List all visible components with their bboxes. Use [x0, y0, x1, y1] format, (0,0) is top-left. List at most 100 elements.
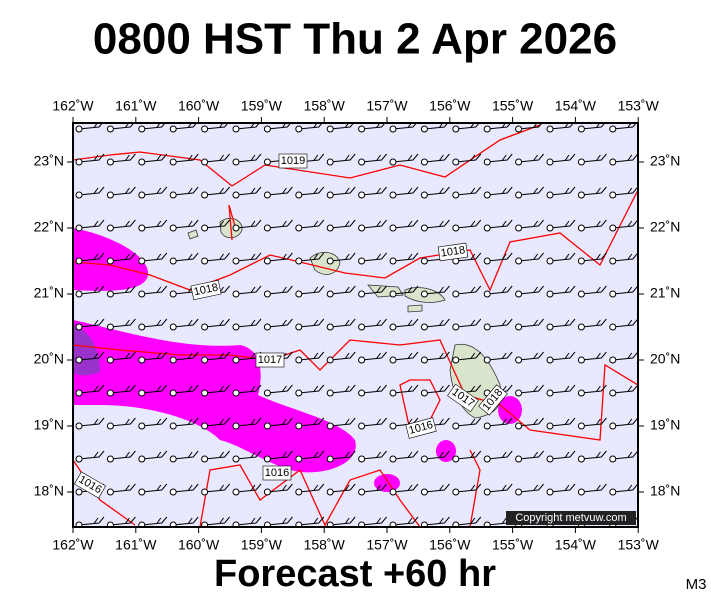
- station: [515, 356, 523, 364]
- wind-barb: [487, 351, 513, 361]
- lon-label: 159˚W: [241, 98, 283, 114]
- isobar-label-box: [255, 352, 285, 368]
- wind-barb: [141, 285, 168, 295]
- wind-barb: [173, 417, 199, 427]
- lon-label: 158˚W: [304, 98, 346, 114]
- station: [75, 422, 83, 430]
- station: [201, 455, 209, 463]
- station: [263, 422, 271, 430]
- lat-label: 18˚N: [650, 483, 680, 499]
- station: [232, 224, 240, 232]
- wind-barb: [361, 285, 387, 295]
- wind-barb: [392, 351, 419, 361]
- wind-barb: [424, 483, 450, 493]
- station: [452, 158, 460, 166]
- wind-barb: [487, 417, 513, 427]
- wind-barb: [392, 186, 419, 196]
- wind-barb: [581, 351, 607, 361]
- wind-barb: [487, 123, 512, 130]
- wind-barb: [518, 483, 544, 493]
- wind-barb: [612, 153, 638, 163]
- station: [326, 422, 334, 430]
- wind-barb: [173, 153, 199, 163]
- map-labels: 162˚W 162˚W 161˚W 161˚W 160˚W 160˚W 159˚W 159˚W…: [34, 98, 681, 553]
- station: [138, 389, 146, 397]
- wind-barb: [298, 483, 325, 493]
- lat-label: 19˚N: [34, 417, 64, 433]
- station: [169, 257, 177, 265]
- station: [609, 158, 617, 166]
- station: [515, 158, 523, 166]
- station: [389, 455, 397, 463]
- station: [295, 389, 303, 397]
- station: [420, 521, 428, 527]
- station: [169, 191, 177, 199]
- wind-barb: [424, 450, 450, 460]
- station: [326, 224, 334, 232]
- wind-barb: [204, 516, 230, 526]
- wind-barb: [110, 483, 136, 493]
- wind-barb: [549, 384, 576, 394]
- isobar-label: 1017: [255, 352, 285, 368]
- wind-barb: [141, 318, 168, 328]
- wind-barb: [455, 483, 482, 493]
- wind-barb: [424, 186, 450, 196]
- station: [358, 224, 366, 232]
- wind-barb: [392, 123, 417, 130]
- wind-barb: [235, 417, 262, 427]
- station: [75, 389, 83, 397]
- lon-label: 155˚W: [492, 98, 534, 114]
- station: [326, 323, 334, 331]
- wind-barb: [267, 516, 293, 526]
- station: [201, 521, 209, 527]
- station: [138, 422, 146, 430]
- station: [577, 422, 585, 430]
- wind-barb: [518, 285, 544, 295]
- wind-barb: [487, 219, 513, 229]
- wind-barb: [141, 483, 168, 493]
- isobar-label-box: [278, 153, 308, 169]
- station: [546, 356, 554, 364]
- wind-barb: [267, 123, 292, 130]
- station: [138, 191, 146, 199]
- wind-barb: [392, 450, 419, 460]
- wind-barb: [455, 153, 482, 163]
- wind-barb: [78, 252, 105, 262]
- wind-barb: [612, 450, 638, 460]
- station: [232, 323, 240, 331]
- wind-barb: [78, 351, 105, 361]
- station: [577, 257, 585, 265]
- station: [420, 257, 428, 265]
- wind-barb: [267, 318, 293, 328]
- station: [358, 455, 366, 463]
- station: [201, 191, 209, 199]
- wind-barb: [455, 450, 482, 460]
- wind-barb: [361, 153, 387, 163]
- wind-barb: [424, 219, 450, 229]
- station: [420, 191, 428, 199]
- wind-barb: [518, 219, 544, 229]
- station: [75, 125, 83, 133]
- lat-label: 23˚N: [34, 153, 64, 169]
- station: [106, 290, 114, 298]
- wind-barb: [487, 318, 513, 328]
- wind-barb: [141, 153, 168, 163]
- station: [420, 290, 428, 298]
- station: [577, 488, 585, 496]
- station: [263, 125, 271, 133]
- wind-barb: [141, 450, 168, 460]
- wind-barb: [518, 318, 544, 328]
- station: [75, 257, 83, 265]
- station: [138, 224, 146, 232]
- station: [263, 158, 271, 166]
- wind-barb: [298, 417, 325, 427]
- wind-barb: [392, 384, 419, 394]
- lon-label: 161˚W: [115, 98, 157, 114]
- lat-label: 18˚N: [34, 483, 64, 499]
- wind-barb: [549, 219, 576, 229]
- station: [263, 455, 271, 463]
- isobar-label-box: [437, 242, 469, 262]
- station: [389, 488, 397, 496]
- station: [106, 125, 114, 133]
- station: [515, 455, 523, 463]
